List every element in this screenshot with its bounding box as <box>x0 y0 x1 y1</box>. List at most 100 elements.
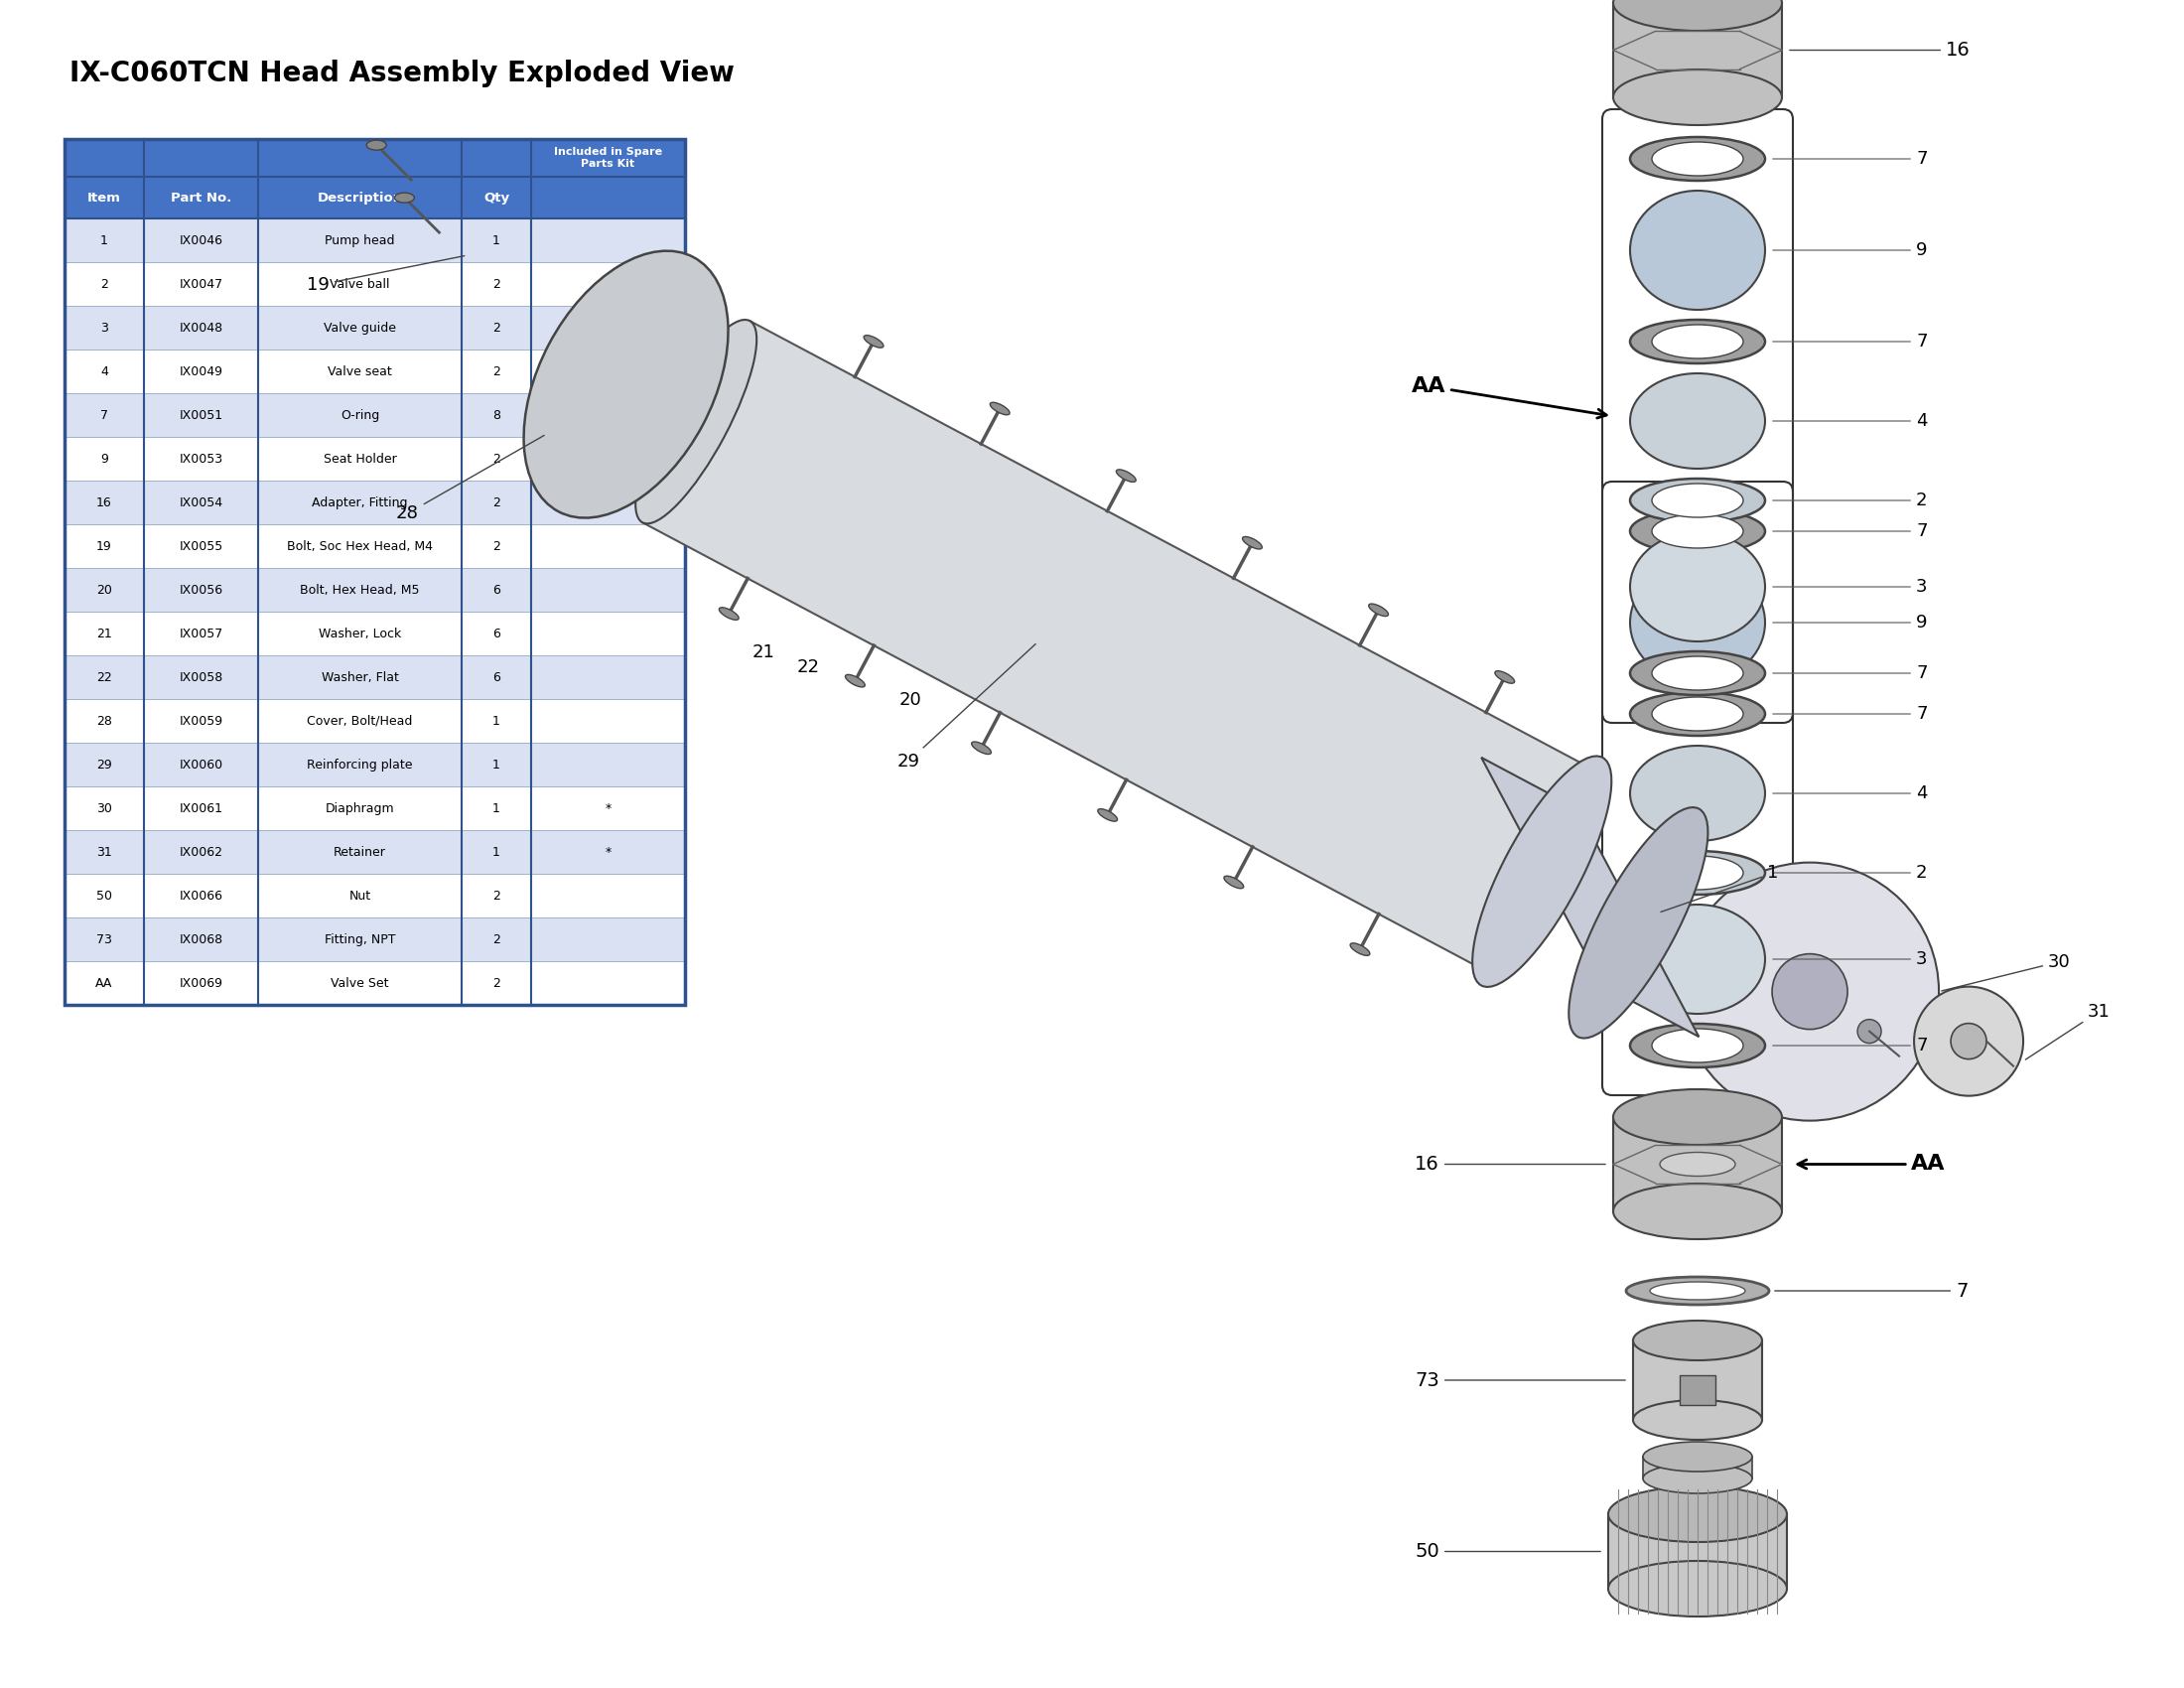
Ellipse shape <box>989 402 1009 415</box>
Ellipse shape <box>1629 746 1765 841</box>
Text: 19: 19 <box>308 257 465 294</box>
Ellipse shape <box>1950 1023 1987 1058</box>
Ellipse shape <box>1568 807 1708 1038</box>
Text: IX0069: IX0069 <box>179 977 223 989</box>
Ellipse shape <box>1629 510 1765 554</box>
Ellipse shape <box>367 140 387 150</box>
Text: IX0047: IX0047 <box>179 277 223 290</box>
Bar <box>66 567 686 611</box>
Text: 1: 1 <box>1660 864 1778 912</box>
Ellipse shape <box>1651 1028 1743 1062</box>
Text: 73: 73 <box>1415 1371 1625 1389</box>
Text: 31: 31 <box>96 846 111 859</box>
Text: *: * <box>605 277 612 290</box>
Text: IX0055: IX0055 <box>179 540 223 552</box>
Ellipse shape <box>395 192 415 203</box>
Text: 4: 4 <box>1773 785 1926 802</box>
Text: 2: 2 <box>491 890 500 901</box>
Text: *: * <box>605 846 612 859</box>
Text: 2: 2 <box>491 933 500 945</box>
Ellipse shape <box>1350 944 1369 955</box>
Text: 7: 7 <box>100 408 109 422</box>
Text: 2: 2 <box>1773 491 1926 510</box>
Text: Pump head: Pump head <box>325 235 395 246</box>
Text: 2: 2 <box>491 540 500 552</box>
Ellipse shape <box>1642 1442 1752 1472</box>
Text: IX0057: IX0057 <box>179 626 223 640</box>
Bar <box>66 874 686 918</box>
Text: 28: 28 <box>96 714 111 728</box>
Bar <box>66 262 686 306</box>
Text: 1: 1 <box>491 758 500 771</box>
Text: 4: 4 <box>100 365 109 378</box>
Text: Description: Description <box>317 191 402 204</box>
Bar <box>1679 1376 1714 1404</box>
Ellipse shape <box>1369 604 1389 616</box>
Ellipse shape <box>1642 1463 1752 1494</box>
Text: IX0054: IX0054 <box>179 496 223 508</box>
Text: 31: 31 <box>2025 1003 2110 1060</box>
Text: 19: 19 <box>96 540 111 552</box>
Bar <box>66 138 686 1004</box>
Text: 22: 22 <box>797 658 819 677</box>
Text: 2: 2 <box>100 277 109 290</box>
Text: O-ring: O-ring <box>341 408 380 422</box>
Text: 7: 7 <box>1773 522 1926 540</box>
Text: 2: 2 <box>491 365 500 378</box>
Text: 22: 22 <box>96 670 111 684</box>
Bar <box>66 699 686 743</box>
Text: Fitting, NPT: Fitting, NPT <box>325 933 395 945</box>
Ellipse shape <box>1651 697 1743 731</box>
Text: Adapter, Fitting: Adapter, Fitting <box>312 496 408 508</box>
Text: 3: 3 <box>1773 950 1926 969</box>
Ellipse shape <box>1629 319 1765 363</box>
Text: 1: 1 <box>491 846 500 859</box>
Bar <box>66 525 686 567</box>
Ellipse shape <box>524 252 727 518</box>
Text: Valve seat: Valve seat <box>328 365 391 378</box>
Bar <box>1614 3 1782 98</box>
Ellipse shape <box>719 608 738 619</box>
Bar <box>66 655 686 699</box>
Polygon shape <box>642 321 1592 971</box>
Ellipse shape <box>1649 1281 1745 1300</box>
Text: Washer, Flat: Washer, Flat <box>321 670 397 684</box>
Text: 7: 7 <box>1773 1036 1926 1055</box>
Ellipse shape <box>1614 1089 1782 1144</box>
Ellipse shape <box>1223 876 1243 888</box>
Ellipse shape <box>1627 1276 1769 1305</box>
Ellipse shape <box>1243 537 1262 549</box>
Text: Valve Set: Valve Set <box>330 977 389 989</box>
Text: 16: 16 <box>1789 41 1970 59</box>
Text: 4: 4 <box>1773 412 1926 430</box>
Bar <box>66 611 686 655</box>
Bar <box>66 830 686 874</box>
Text: 50: 50 <box>1415 1543 1601 1561</box>
Text: *: * <box>605 408 612 422</box>
Bar <box>66 918 686 960</box>
Text: 2: 2 <box>1773 864 1926 881</box>
Text: IX0059: IX0059 <box>179 714 223 728</box>
Text: 7: 7 <box>1773 150 1926 167</box>
Bar <box>66 349 686 393</box>
Text: 2: 2 <box>491 321 500 334</box>
Text: Item: Item <box>87 191 120 204</box>
Ellipse shape <box>972 741 992 755</box>
Text: IX0056: IX0056 <box>179 584 223 596</box>
Bar <box>66 787 686 830</box>
Text: 21: 21 <box>96 626 111 640</box>
Ellipse shape <box>1607 1487 1787 1543</box>
Text: 7: 7 <box>1776 1281 1968 1300</box>
Ellipse shape <box>1651 515 1743 549</box>
Text: 50: 50 <box>96 890 111 901</box>
Ellipse shape <box>1607 1561 1787 1617</box>
Text: Qty: Qty <box>483 191 509 204</box>
Text: 16: 16 <box>96 496 111 508</box>
Bar <box>1634 1340 1762 1420</box>
Text: IX-C060TCN Head Assembly Exploded View: IX-C060TCN Head Assembly Exploded View <box>70 59 734 88</box>
Text: 1: 1 <box>100 235 109 246</box>
Ellipse shape <box>1629 191 1765 311</box>
Text: *: * <box>605 365 612 378</box>
Text: 29: 29 <box>96 758 111 771</box>
Bar <box>66 306 686 349</box>
